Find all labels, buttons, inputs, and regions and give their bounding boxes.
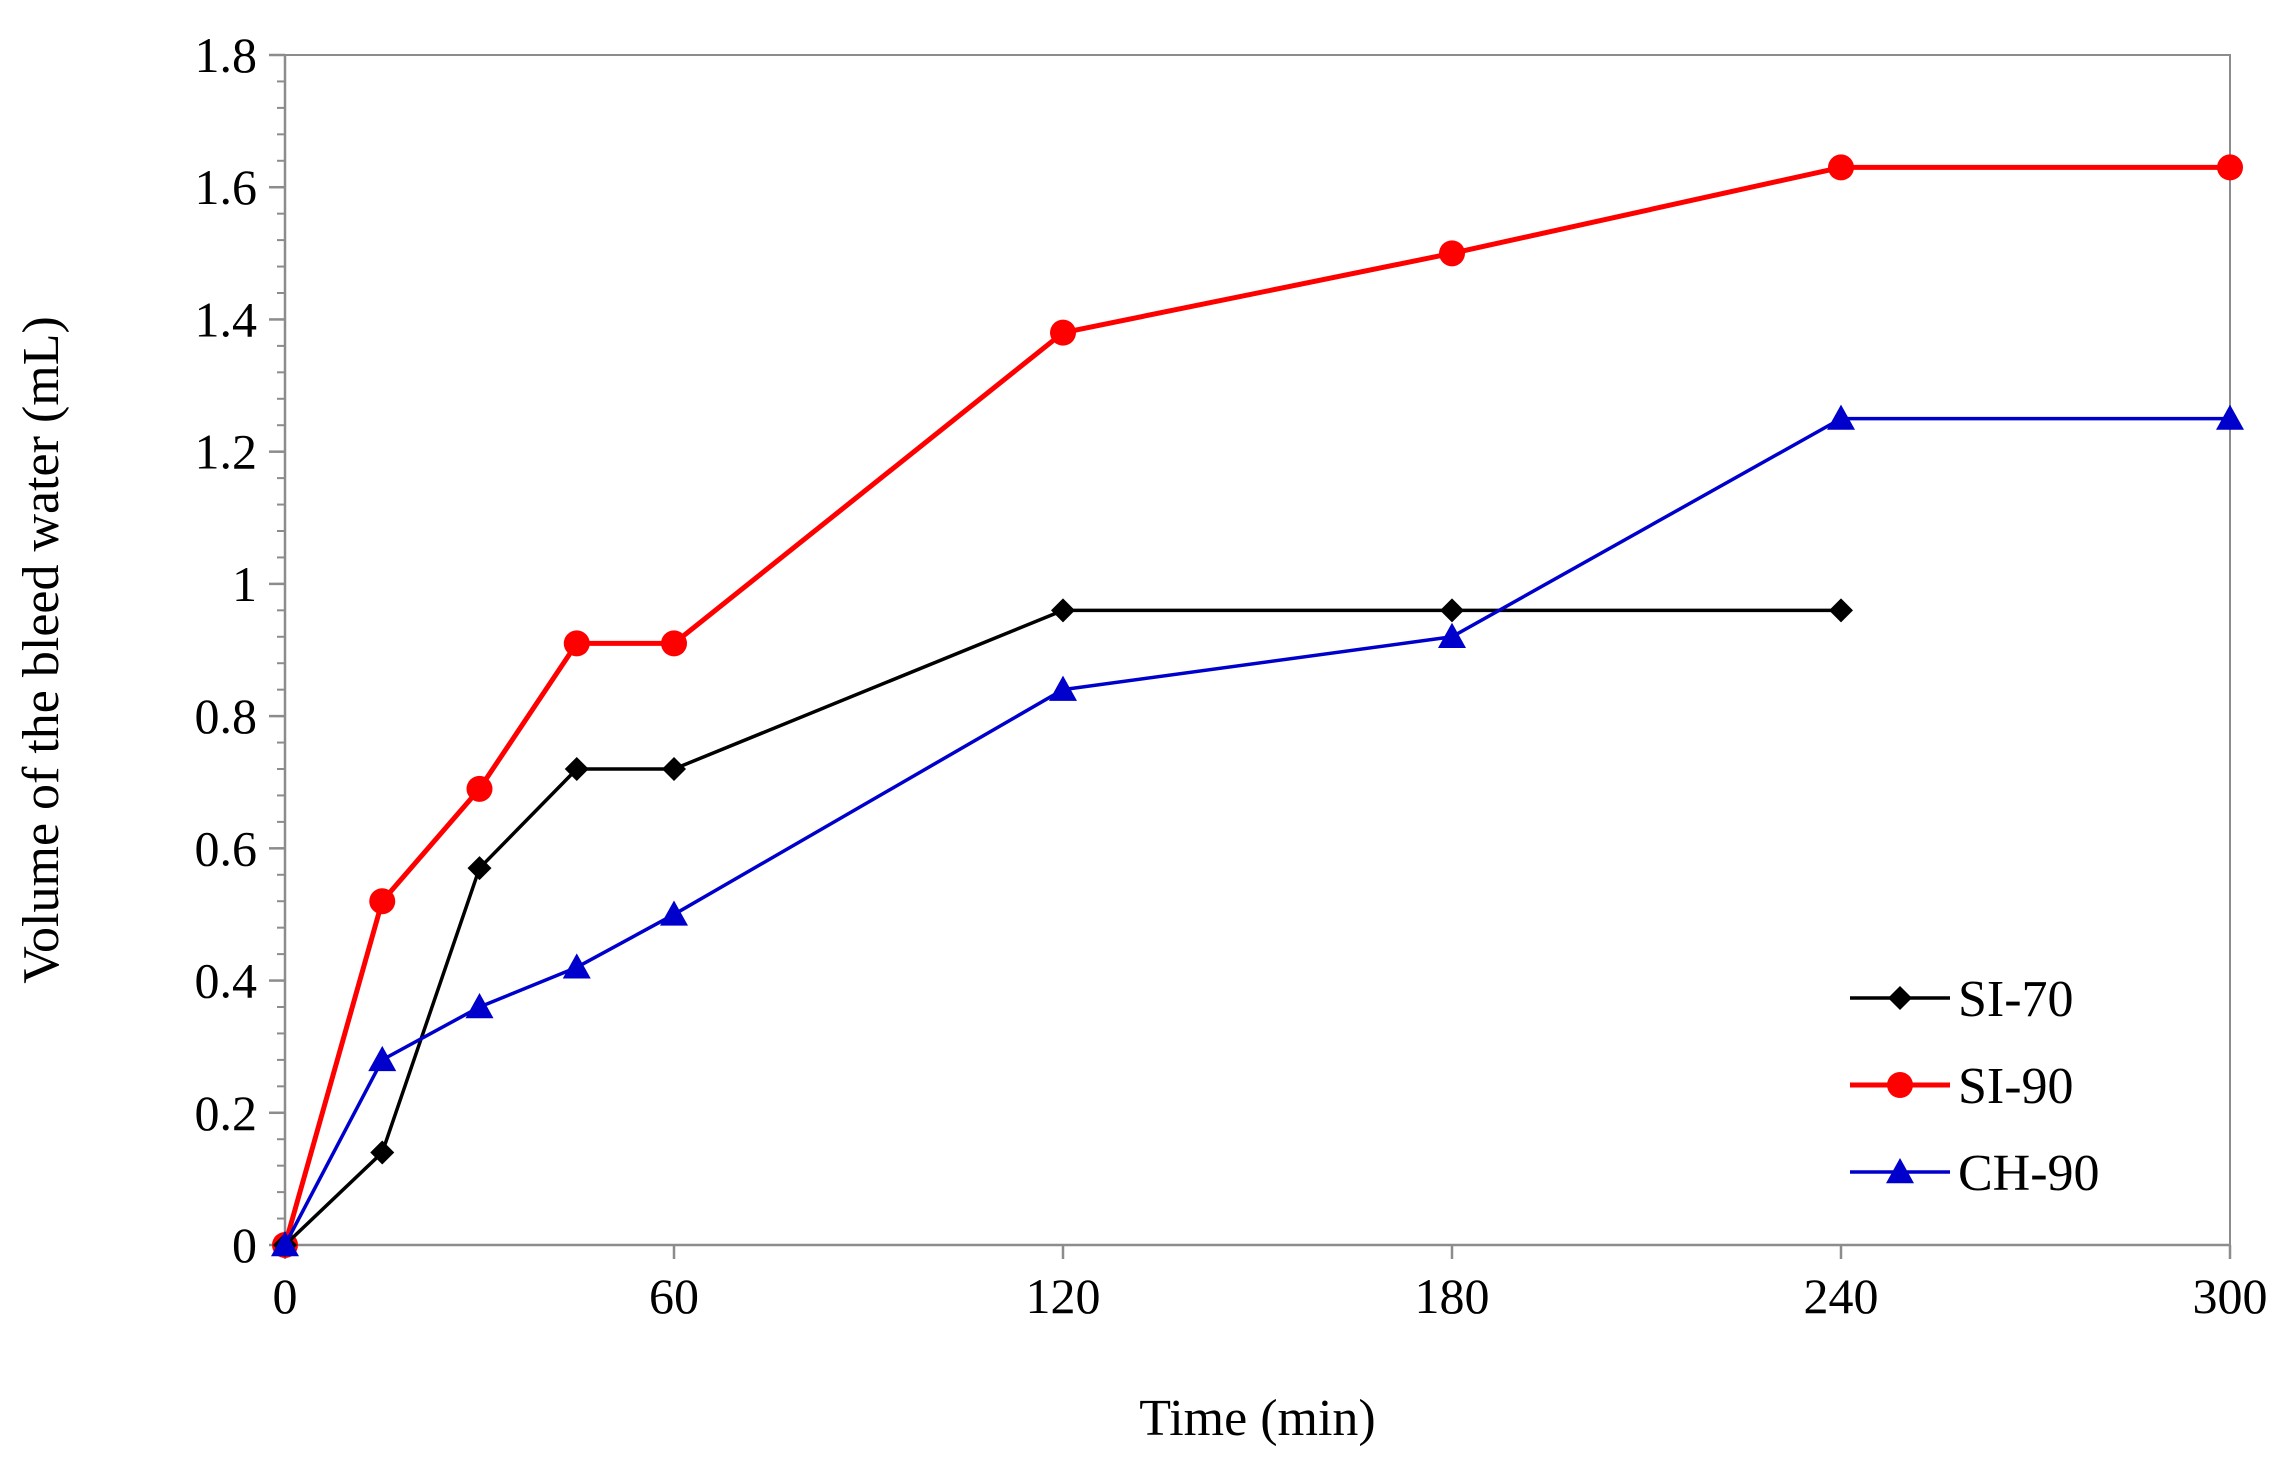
data-point-si-70 [370,1140,395,1165]
data-point-si-90 [466,775,493,802]
legend-marker-ch-90 [1886,1158,1914,1184]
y-tick-label: 1.6 [195,159,258,215]
y-tick-label: 1.8 [195,27,258,83]
data-point-si-70 [564,757,589,781]
series-line-si-70 [283,608,1841,1247]
data-point-ch-90 [271,1231,299,1257]
data-point-ch-90 [1827,404,1855,430]
legend-label-ch-90: CH-90 [1958,1145,2100,1202]
series-si-90 [272,154,2243,1258]
x-axis-title: Time (min) [1139,1390,1375,1447]
data-point-ch-90 [2216,404,2244,430]
y-axis-title: Volume of the bleed water (mL) [13,316,70,984]
legend-label-si-90: SI-90 [1958,1058,2074,1115]
data-point-si-90 [661,630,687,657]
x-tick-label: 180 [1415,1268,1490,1324]
series-line-ch-90 [283,416,2230,1246]
data-point-ch-90 [1049,675,1077,701]
y-tick-label: 0 [232,1217,257,1273]
data-point-si-90 [1050,319,1076,346]
data-point-si-90 [1828,154,1854,181]
legend-item-si-90: SI-90 [1850,1058,2074,1115]
y-tick-label: 1.2 [195,424,258,480]
legend-item-si-70: SI-70 [1850,971,2074,1028]
legend: SI-70 SI-90 CH-90 [1850,971,2100,1202]
x-tick-label: 0 [273,1268,298,1324]
data-point-si-90 [2217,154,2243,181]
y-tick-label: 0.4 [195,953,258,1009]
data-point-ch-90 [465,993,494,1019]
data-point-si-90 [563,630,590,657]
y-tick-label: 0.6 [195,820,258,876]
data-point-si-70 [1440,598,1464,623]
data-point-ch-90 [368,1045,397,1072]
data-point-si-70 [662,757,686,781]
legend-label-si-70: SI-70 [1958,971,2074,1028]
data-point-ch-90 [660,900,688,926]
x-tick-label: 300 [2193,1268,2268,1324]
y-tick-label: 1.4 [195,291,258,347]
series-ch-90 [271,404,2244,1257]
legend-item-ch-90: CH-90 [1850,1145,2100,1202]
series-layer [271,154,2244,1258]
x-tick-label: 240 [1804,1268,1879,1324]
data-point-si-90 [1439,240,1465,267]
y-tick-label: 0.2 [195,1085,258,1141]
data-point-si-70 [1829,598,1853,623]
x-axis: 0 60 120 180 240 300 [273,1243,2268,1324]
x-tick-label: 120 [1026,1268,1101,1324]
y-tick-label: 0.8 [195,688,258,744]
legend-marker-si-90 [1887,1072,1913,1098]
y-tick-label: 1 [232,556,257,612]
x-tick-label: 60 [649,1268,699,1324]
legend-marker-si-70 [1888,986,1912,1010]
data-point-ch-90 [562,953,591,979]
data-point-si-90 [369,888,396,915]
data-point-ch-90 [1438,622,1466,648]
data-point-si-70 [1051,598,1075,623]
data-point-si-70 [467,856,492,881]
y-axis: 0 0.2 0.4 0.6 0.8 1 1.2 1.4 1.6 1.8 [195,27,287,1273]
